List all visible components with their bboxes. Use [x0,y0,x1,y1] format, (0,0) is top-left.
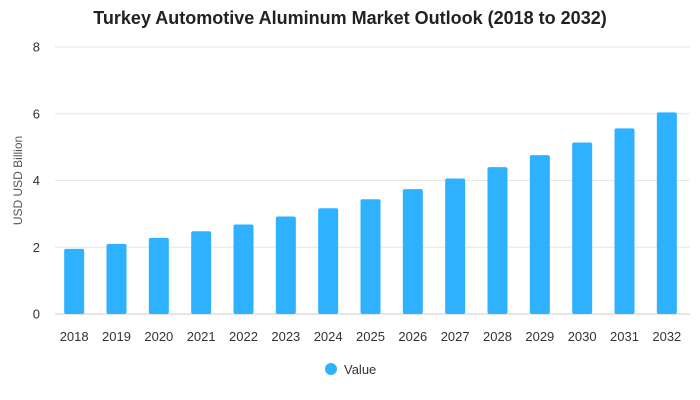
bar-2019 [106,243,127,314]
x-axis-ticks: 2018 2019 2020 2021 2022 2023 2024 2025 2026 2027… [60,329,682,344]
legend-marker [325,363,337,375]
legend: Value [325,362,376,377]
y-tick-label: 8 [33,40,40,55]
x-tick-label: 2030 [568,329,597,344]
bar-2022 [233,224,254,314]
y-tick-label: 0 [33,307,40,322]
bar-2024 [318,208,339,314]
x-tick-label: 2029 [525,329,554,344]
bar-2031 [614,128,635,314]
x-tick-label: 2023 [271,329,300,344]
x-tick-label: 2021 [187,329,216,344]
bar-2023 [275,216,296,314]
bar-2025 [360,199,381,314]
x-tick-label: 2028 [483,329,512,344]
bar-2027 [445,178,466,314]
bar-2020 [148,237,169,314]
x-tick-label: 2031 [610,329,639,344]
x-tick-label: 2032 [652,329,681,344]
bars [64,112,677,314]
bar-2032 [656,112,677,314]
bar-2028 [487,167,508,314]
y-axis-ticks: 0 2 4 6 8 [33,40,40,322]
bar-2018 [64,248,85,314]
x-tick-label: 2018 [60,329,89,344]
bar-2030 [572,142,593,314]
bar-2021 [191,231,212,314]
x-tick-label: 2019 [102,329,131,344]
x-tick-label: 2022 [229,329,258,344]
y-tick-label: 4 [33,173,40,188]
x-tick-label: 2020 [144,329,173,344]
chart-title: Turkey Automotive Aluminum Market Outloo… [93,8,607,28]
x-tick-label: 2024 [314,329,343,344]
y-tick-label: 6 [33,106,40,121]
bar-2026 [402,189,423,314]
legend-label: Value [344,362,376,377]
x-tick-label: 2026 [398,329,427,344]
x-tick-label: 2027 [441,329,470,344]
bar-2029 [529,155,550,314]
x-tick-label: 2025 [356,329,385,344]
y-axis-label: USD USD Billion [11,136,25,225]
y-tick-label: 2 [33,240,40,255]
